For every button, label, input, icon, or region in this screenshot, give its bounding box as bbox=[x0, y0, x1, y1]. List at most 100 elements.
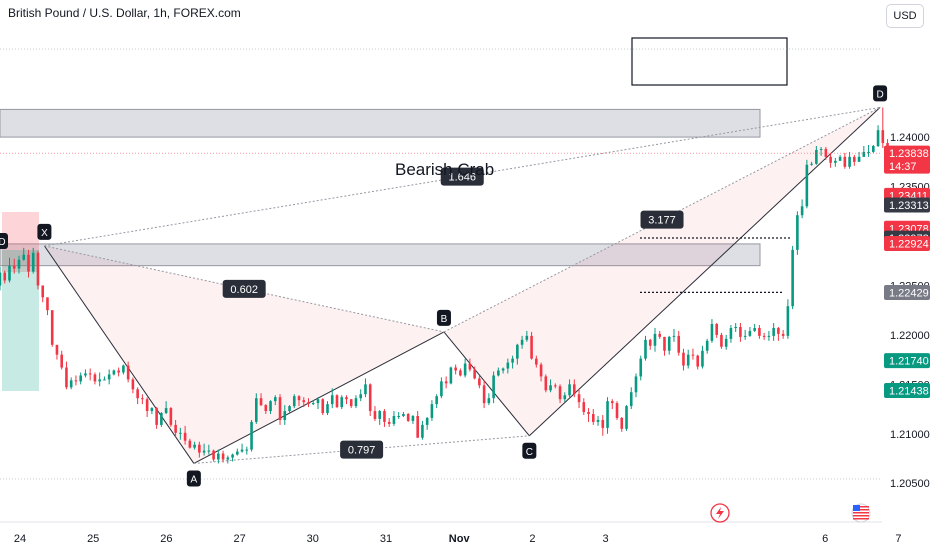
leg-CD bbox=[529, 107, 881, 437]
candle-body bbox=[748, 330, 752, 336]
candle-body bbox=[558, 386, 562, 400]
candle-body bbox=[321, 399, 325, 414]
candle-body bbox=[55, 344, 59, 355]
candle-body bbox=[392, 415, 396, 424]
candle-body bbox=[872, 145, 875, 152]
chart-icons bbox=[710, 503, 871, 523]
candle-body bbox=[478, 378, 481, 386]
candle-body bbox=[264, 405, 268, 412]
price-label: 1.23838 bbox=[889, 148, 929, 160]
candle-body bbox=[141, 398, 144, 400]
candle-body bbox=[212, 450, 215, 460]
candle-body bbox=[658, 333, 662, 337]
time-tick-label: 31 bbox=[380, 533, 392, 545]
candle-body bbox=[131, 379, 135, 390]
candle-body bbox=[796, 215, 799, 250]
d-target-box bbox=[631, 37, 788, 86]
candle-body bbox=[402, 414, 405, 416]
candle-body bbox=[221, 453, 225, 460]
candle-body bbox=[663, 336, 666, 351]
candle-body bbox=[349, 399, 353, 407]
candle-body bbox=[516, 344, 519, 359]
candle-body bbox=[862, 151, 866, 157]
candle-body bbox=[610, 401, 614, 404]
lightning-bolt-icon bbox=[716, 507, 724, 519]
candle-body bbox=[36, 252, 40, 286]
price-label: 1.21740 bbox=[889, 356, 929, 368]
pattern-name-label: Bearish Crab bbox=[395, 160, 495, 179]
candle-body bbox=[79, 375, 82, 382]
candle-body bbox=[734, 326, 737, 328]
levels bbox=[0, 48, 882, 480]
candle-body bbox=[800, 206, 804, 216]
candle-body bbox=[117, 370, 120, 373]
candle-body bbox=[815, 149, 818, 164]
point-label-A: A bbox=[191, 474, 198, 485]
candle-body bbox=[781, 333, 785, 336]
candle-body bbox=[563, 395, 567, 400]
price-label-box bbox=[884, 236, 930, 252]
candle-body bbox=[530, 335, 533, 359]
price-axis[interactable]: 1.240001.235001.230001.225001.220001.215… bbox=[884, 132, 930, 490]
ratio-badge-XB bbox=[222, 279, 266, 298]
candle-body bbox=[359, 394, 363, 399]
candle-body bbox=[535, 358, 538, 365]
candle-body bbox=[335, 395, 339, 408]
candle-body bbox=[440, 381, 443, 397]
point-label-X: X bbox=[41, 228, 48, 239]
candle-body bbox=[729, 327, 733, 339]
candle-body bbox=[198, 444, 201, 453]
candle-body bbox=[150, 408, 154, 412]
candle-body bbox=[459, 370, 462, 376]
candle-body bbox=[444, 381, 448, 384]
candle-body bbox=[330, 395, 334, 405]
pattern-fill-XAB bbox=[44, 245, 444, 464]
candle-body bbox=[421, 424, 424, 438]
candle-body bbox=[696, 355, 700, 367]
candle-body bbox=[368, 384, 372, 412]
candle-body bbox=[710, 324, 714, 341]
candle-body bbox=[103, 379, 106, 381]
candle-body bbox=[810, 163, 813, 165]
price-label-box bbox=[884, 284, 930, 300]
candle-body bbox=[758, 327, 761, 336]
candle-body bbox=[539, 364, 543, 377]
candle-body bbox=[160, 413, 163, 425]
candle-body bbox=[791, 249, 794, 307]
candle-body bbox=[691, 354, 695, 356]
candle-body bbox=[501, 368, 505, 371]
time-tick-label: 24 bbox=[14, 533, 26, 545]
time-tick-label: 25 bbox=[87, 533, 99, 545]
currency-selector[interactable]: USD bbox=[886, 4, 924, 28]
leg-BC bbox=[443, 331, 530, 437]
candle-body bbox=[587, 412, 590, 415]
candle-body bbox=[430, 404, 434, 418]
candle-body bbox=[387, 421, 391, 424]
point-label-B: B bbox=[441, 314, 448, 325]
time-tick-label: Nov bbox=[449, 533, 471, 545]
ratio-label-BD: 3.177 bbox=[648, 215, 676, 227]
candle-body bbox=[3, 272, 7, 281]
candle-body bbox=[615, 403, 619, 418]
candle-body bbox=[582, 402, 586, 413]
candle-body bbox=[639, 358, 643, 377]
time-tick-label: 2 bbox=[529, 533, 535, 545]
time-tick-label: 26 bbox=[160, 533, 172, 545]
candle-body bbox=[217, 453, 220, 460]
candle-body bbox=[269, 401, 272, 412]
candle-body bbox=[620, 417, 624, 429]
candle-body bbox=[473, 369, 476, 379]
candle-body bbox=[69, 380, 73, 388]
candle-body bbox=[848, 156, 851, 167]
candle-body bbox=[425, 417, 429, 425]
candle-body bbox=[876, 130, 880, 146]
candle-body bbox=[122, 365, 125, 373]
candle-body bbox=[169, 408, 173, 425]
time-tick-label: 7 bbox=[895, 533, 901, 545]
candle-body bbox=[705, 340, 709, 351]
time-axis[interactable]: 242526273031Nov23678 bbox=[0, 521, 932, 545]
flag-canton bbox=[853, 505, 860, 511]
candle-body bbox=[326, 404, 329, 414]
